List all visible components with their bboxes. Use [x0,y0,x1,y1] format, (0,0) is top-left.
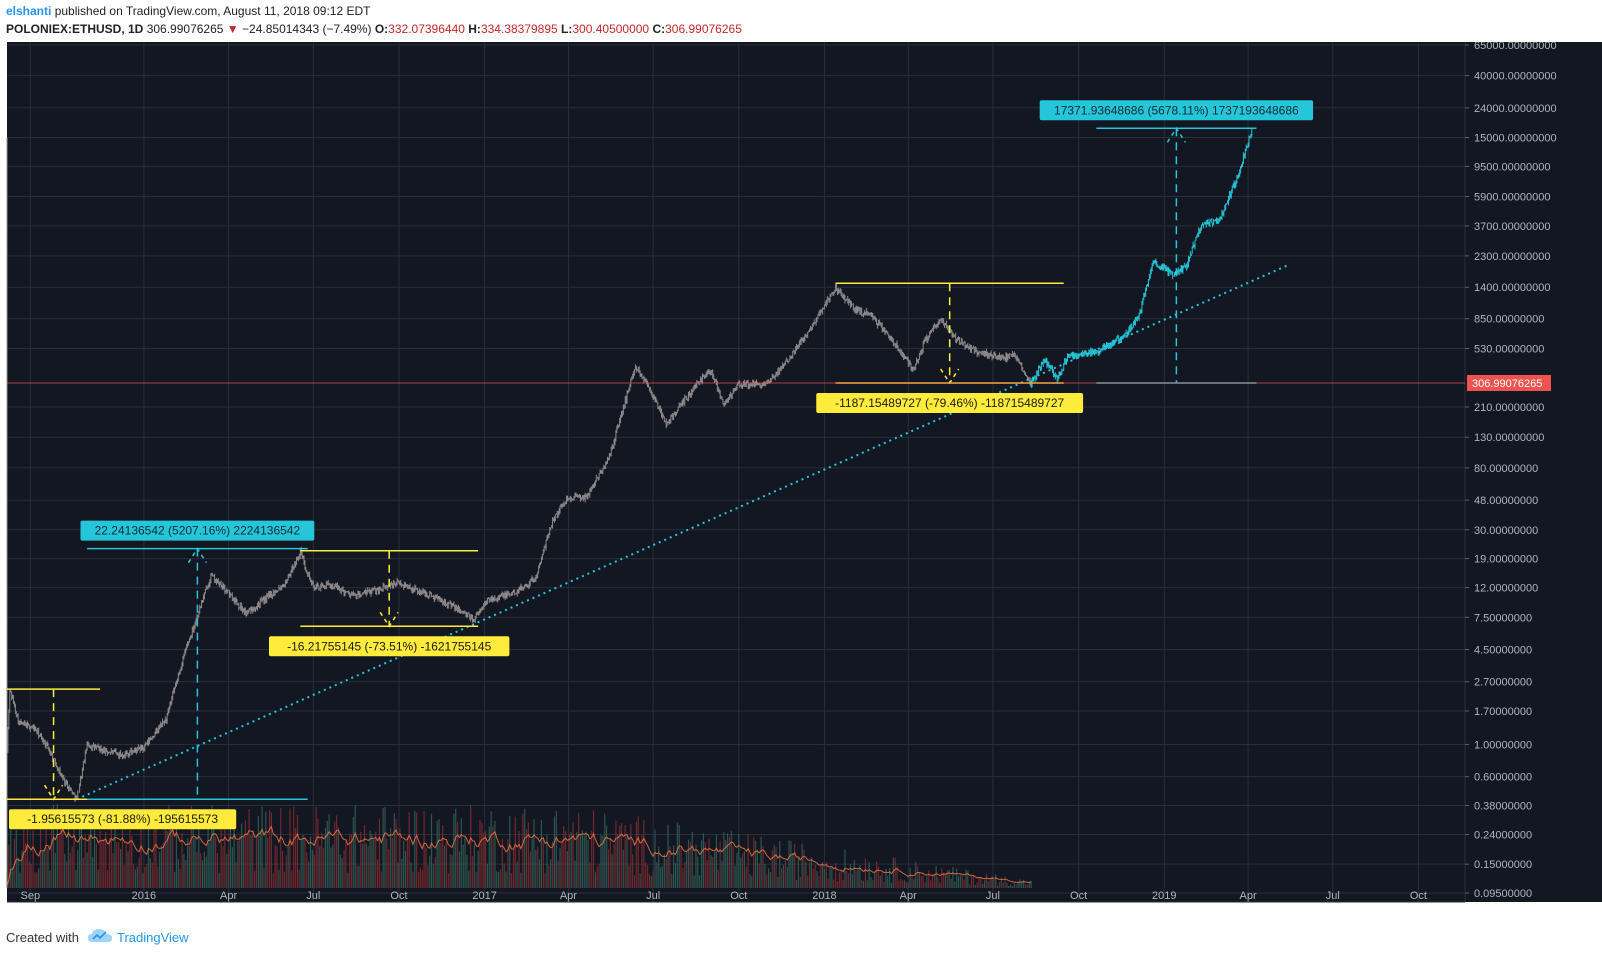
y-tick-label: 0.24000000 [1474,830,1532,842]
measure-label: -1.95615573 (-81.88%) -195615573 [27,812,218,826]
measure-label-box [268,636,510,657]
y-tick-label: 530.00000000 [1474,344,1544,356]
created-with-label: Created with [6,930,79,945]
open-value: 332.07396440 [388,22,465,36]
measure-label: 22.24136542 (5207.16%) 2224136542 [95,524,301,538]
trendline [76,263,1290,801]
y-tick-label: 0.38000000 [1474,801,1532,813]
close-value: 306.99076265 [665,22,742,36]
y-tick-label: 130.00000000 [1474,432,1544,444]
y-tick-label: 2300.00000000 [1474,251,1550,263]
y-tick-label: 19.00000000 [1474,554,1538,566]
x-tick-label: Oct [730,890,747,902]
price-series [6,128,1253,888]
grid [7,42,1465,902]
measure-label-box [80,520,315,541]
open-label: O: [374,22,389,36]
y-tick-label: 65000.00000000 [1474,42,1557,52]
close-label: C: [652,22,666,36]
y-tick-label: 5900.00000000 [1474,191,1550,203]
chart-header: elshanti published on TradingView.com, A… [0,0,1602,42]
x-tick-label: 2017 [472,890,496,902]
ohlc-line: POLONIEX:ETHUSD, 1D 306.99076265 ▼ −24.8… [6,22,742,36]
publish-line: elshanti published on TradingView.com, A… [6,4,370,18]
low-label: L: [561,22,573,36]
author-link[interactable]: elshanti [6,4,52,18]
x-tick-label: Jul [306,890,320,902]
y-tick-label: 24000.00000000 [1474,103,1557,115]
last-price: 306.99076265 [146,22,224,36]
tradingview-link[interactable]: TradingView [117,930,189,945]
measure-label: -1187.15489727 (-79.46%) -118715489727 [835,396,1064,410]
y-tick-label: 210.00000000 [1474,402,1544,414]
plot-area[interactable] [7,42,1602,902]
y-tick-label: 4.50000000 [1474,645,1532,657]
x-tick-label: Apr [560,890,577,902]
x-tick-label: Oct [1410,890,1427,902]
y-tick-label: 1.70000000 [1474,706,1532,718]
measure-label-box [816,392,1084,413]
measure-label: -16.21755145 (-73.51%) -1621755145 [287,639,491,653]
y-tick-label: 15000.00000000 [1474,133,1557,145]
trend-line [76,263,1290,801]
down-arrow-icon: ▼ [226,22,239,36]
x-tick-label: Apr [900,890,917,902]
chart-footer: Created with TradingView [0,916,1602,958]
x-tick-label: 2018 [812,890,836,902]
y-tick-label: 850.00000000 [1474,314,1544,326]
measure-label-box [9,809,237,830]
x-tick-label: Jul [1326,890,1340,902]
y-tick-label: 0.60000000 [1474,772,1532,784]
measurement-1: -1.95615573 (-81.88%) -195615573 [7,688,237,830]
x-tick-label: 2019 [1152,890,1176,902]
y-tick-label: 9500.00000000 [1474,161,1550,173]
measurement-tools: -1.95615573 (-81.88%) -195615573 22.24136… [7,100,1314,830]
x-tick-label: Sep [20,890,40,902]
measure-arrow [43,784,64,801]
y-tick-label: 30.00000000 [1474,525,1538,537]
y-tick-label: 7.50000000 [1474,612,1532,624]
y-tick-label: 0.15000000 [1474,859,1532,871]
y-tick-label: 48.00000000 [1474,495,1538,507]
y-tick-label: 40000.00000000 [1474,71,1557,83]
measure-arrow [187,547,208,564]
x-tick-label: Oct [390,890,407,902]
measure-arrow [1166,126,1187,143]
high-label: H: [468,22,481,36]
measurement-2: 22.24136542 (5207.16%) 2224136542 [80,520,315,800]
current-price-tag [1467,374,1551,391]
x-tick-label: 2016 [132,890,156,902]
x-tick-label: Apr [220,890,237,902]
measurement-4: -1187.15489727 (-79.46%) -118715489727 [816,282,1084,413]
tradingview-cloud-icon[interactable] [87,928,113,944]
y-tick-label: 1.00000000 [1474,739,1532,751]
publish-text: published on TradingView.com, August 11,… [51,4,371,18]
y-tick-label: 3700.00000000 [1474,221,1550,233]
volume-ma-line [6,825,1032,886]
y-tick-label: 0.09500000 [1474,888,1532,900]
current-price-label: 306.99076265 [1472,378,1542,390]
x-tick-label: Jul [986,890,1000,902]
y-tick-label: 12.00000000 [1474,583,1538,595]
x-tick-label: Oct [1070,890,1087,902]
symbol-label: POLONIEX:ETHUSD, 1D [6,22,144,36]
measurement-5: 17371.93648686 (5678.11%) 1737193648686 [1039,100,1314,384]
x-tick-label: Jul [646,890,660,902]
measure-label-box [1039,100,1314,121]
measure-label: 17371.93648686 (5678.11%) 1737193648686 [1054,103,1299,117]
measurement-3: -16.21755145 (-73.51%) -1621755145 [268,550,510,657]
x-tick-label: Apr [1240,890,1257,902]
y-tick-label: 2.70000000 [1474,677,1532,689]
y-tick-label: 80.00000000 [1474,463,1538,475]
y-tick-label: 1400.00000000 [1474,282,1550,294]
high-value: 334.38379895 [480,22,558,36]
price-change: −24.85014343 (−7.49%) [242,22,372,36]
measure-arrow [379,611,399,628]
price-chart[interactable]: -1.95615573 (-81.88%) -195615573 22.24136… [0,42,1602,916]
axes: 65000.00000000 40000.00000000 24000.000000… [7,42,1557,903]
low-value: 300.40500000 [572,22,650,36]
